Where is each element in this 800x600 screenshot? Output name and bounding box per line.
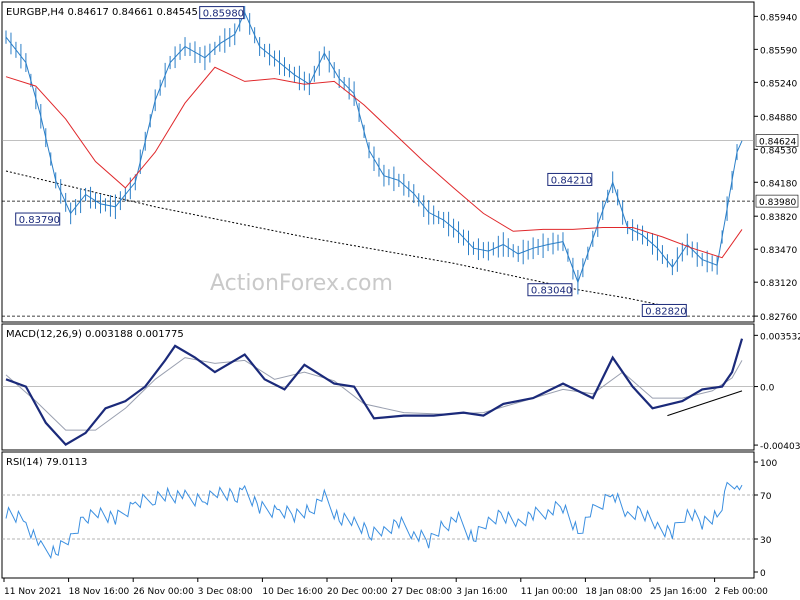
x-tick-label: 26 Nov 00:00 [133, 587, 194, 597]
price-y-tick-label: 0.85590 [760, 46, 797, 56]
moving-average-line [5, 66, 743, 259]
rsi-y-tick-label: 70 [760, 492, 772, 502]
price-panel-title: EURGBP,H4 0.84617 0.84661 0.84545 0.8462… [6, 7, 242, 18]
macd-y-tick-label: 0.003532 [760, 332, 800, 342]
x-tick-label: 10 Dec 16:00 [262, 587, 323, 597]
price-annotation-box [527, 283, 573, 297]
price-annotation-label: 0.84210 [551, 175, 592, 186]
rsi-y-tick-label: 0 [760, 569, 766, 579]
hline-price-box [755, 194, 799, 208]
macd-line [5, 338, 744, 447]
macd-y-tick-label: 0.0 [760, 384, 775, 394]
x-tick-label: 20 Dec 00:00 [327, 587, 388, 597]
x-tick-label: 27 Dec 08:00 [392, 587, 453, 597]
price-y-tick-label: 0.82760 [760, 313, 797, 323]
x-tick-label: 2 Feb 00:00 [715, 587, 769, 597]
trendline [5, 170, 688, 311]
price-y-tick-label: 0.83120 [760, 279, 797, 289]
price-annotation-label: 0.83040 [531, 286, 572, 297]
macd-panel: MACD(12,26,9) 0.003188 0.001775 0.003532… [1, 323, 800, 452]
price-line [5, 11, 743, 284]
current-price-box [755, 134, 799, 147]
rsi-y-tick-label: 30 [760, 536, 772, 546]
price-annotation-label: 0.82820 [645, 306, 686, 317]
watermark: ActionForex.com [210, 271, 393, 296]
x-tick-label: 11 Jan 00:00 [521, 587, 578, 597]
price-annotation-box [15, 212, 61, 226]
price-y-tick-label: 0.84530 [760, 146, 797, 156]
price-y-tick-label: 0.83470 [760, 246, 797, 256]
price-panel: EURGBP,H4 0.84617 0.84661 0.84545 0.8462… [1, 1, 799, 323]
rsi-line [5, 481, 743, 560]
current-price-label: 0.84624 [759, 137, 796, 147]
price-annotation-label: 0.83790 [19, 215, 60, 226]
price-y-tick-label: 0.83820 [760, 213, 797, 223]
macd-y-tick-label: -0.004037 [760, 442, 800, 452]
x-tick-label: 18 Nov 16:00 [69, 587, 130, 597]
x-tick-label: 11 Nov 2021 [4, 587, 62, 597]
price-y-tick-label: 0.84180 [760, 179, 797, 189]
rsi-y-tick-label: 100 [760, 459, 777, 469]
macd-trendline [667, 390, 743, 417]
price-annotation-label: 0.85980 [203, 9, 244, 20]
x-tick-label: 18 Jan 08:00 [585, 587, 642, 597]
price-y-tick-label: 0.85240 [760, 79, 797, 89]
price-annotation-box [547, 172, 593, 186]
price-y-tick-label: 0.85940 [760, 13, 797, 23]
rsi-panel: RSI(14) 79.0113 100 70 30 0 [1, 451, 777, 579]
price-annotation-box [199, 6, 245, 20]
x-axis: 11 Nov 2021 18 Nov 16:00 26 Nov 00:00 3 Dec… [3, 578, 769, 597]
x-tick-label: 3 Jan 16:00 [456, 587, 508, 597]
x-tick-label: 25 Jan 16:00 [650, 587, 707, 597]
price-y-tick-label: 0.84880 [760, 113, 797, 123]
hline-price-label: 0.83980 [759, 198, 796, 208]
price-annotation-box [641, 303, 687, 317]
macd-panel-title: MACD(12,26,9) 0.003188 0.001775 [6, 329, 184, 340]
rsi-panel-title: RSI(14) 79.0113 [6, 457, 87, 468]
x-tick-label: 3 Dec 08:00 [198, 587, 253, 597]
